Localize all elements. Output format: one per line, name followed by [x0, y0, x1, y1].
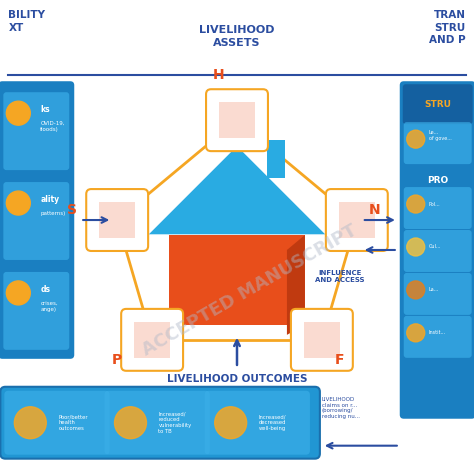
FancyBboxPatch shape	[3, 182, 69, 260]
Bar	[169, 235, 305, 325]
FancyBboxPatch shape	[404, 230, 472, 272]
Circle shape	[115, 407, 146, 439]
FancyBboxPatch shape	[3, 92, 69, 170]
FancyBboxPatch shape	[404, 122, 472, 164]
FancyBboxPatch shape	[404, 316, 472, 358]
FancyBboxPatch shape	[0, 81, 74, 359]
Text: Increased/
reduced
vulnerability
to TB: Increased/ reduced vulnerability to TB	[158, 411, 191, 434]
Circle shape	[6, 191, 30, 215]
Circle shape	[6, 281, 30, 305]
Circle shape	[14, 407, 46, 439]
FancyBboxPatch shape	[86, 189, 148, 251]
Text: Increased/
decreased
well-being: Increased/ decreased well-being	[259, 414, 286, 431]
FancyBboxPatch shape	[404, 187, 472, 229]
Text: OVID-19,
floods): OVID-19, floods)	[40, 121, 65, 132]
Text: Cul...: Cul...	[428, 245, 441, 249]
Circle shape	[6, 101, 30, 125]
FancyBboxPatch shape	[400, 81, 474, 419]
Text: LIVELIHOOD
claims on r...
(borrowing/
reducing nu...: LIVELIHOOD claims on r... (borrowing/ re…	[322, 397, 360, 419]
Text: INFLUENCE
AND ACCESS: INFLUENCE AND ACCESS	[315, 270, 365, 283]
Text: Poor/better
health
outcomes: Poor/better health outcomes	[58, 414, 88, 431]
Bar	[304, 322, 340, 358]
Text: ality: ality	[40, 195, 59, 204]
Circle shape	[407, 195, 425, 213]
Text: PRO: PRO	[427, 175, 448, 184]
Text: LIVELIHOOD
ASSETS: LIVELIHOOD ASSETS	[199, 25, 275, 48]
Bar	[134, 322, 170, 358]
Bar	[267, 140, 285, 178]
FancyBboxPatch shape	[291, 309, 353, 371]
Text: Instit...: Instit...	[428, 330, 446, 336]
Text: H: H	[213, 68, 225, 82]
Circle shape	[215, 407, 246, 439]
FancyBboxPatch shape	[0, 387, 320, 459]
Circle shape	[407, 238, 425, 256]
Text: ks: ks	[40, 105, 50, 114]
Text: La...: La...	[428, 287, 439, 292]
FancyBboxPatch shape	[326, 189, 388, 251]
Text: ds: ds	[40, 285, 50, 294]
Bar	[99, 202, 135, 238]
Text: STRU: STRU	[424, 100, 451, 109]
FancyBboxPatch shape	[3, 272, 69, 350]
FancyBboxPatch shape	[105, 391, 210, 455]
FancyBboxPatch shape	[404, 273, 472, 315]
Circle shape	[407, 130, 425, 148]
Text: S: S	[67, 203, 77, 217]
Bar	[339, 202, 375, 238]
Polygon shape	[287, 235, 305, 335]
FancyBboxPatch shape	[4, 391, 109, 455]
FancyBboxPatch shape	[403, 84, 473, 124]
Text: F: F	[335, 353, 345, 367]
Text: ACCEPTED MANUSCRIPT: ACCEPTED MANUSCRIPT	[139, 221, 361, 359]
Text: Le...
of gove...: Le... of gove...	[428, 130, 451, 141]
FancyBboxPatch shape	[205, 391, 310, 455]
FancyBboxPatch shape	[121, 309, 183, 371]
Polygon shape	[147, 145, 327, 235]
Text: BILITY
XT: BILITY XT	[9, 10, 46, 33]
Text: TRAN
STRU
AND P: TRAN STRU AND P	[429, 10, 465, 45]
Text: Pol...: Pol...	[428, 201, 440, 207]
Circle shape	[407, 324, 425, 342]
Bar	[219, 102, 255, 138]
Text: N: N	[369, 203, 381, 217]
Text: LIVELIHOOD OUTCOMES: LIVELIHOOD OUTCOMES	[167, 374, 307, 384]
Text: patterns): patterns)	[40, 211, 65, 216]
Circle shape	[407, 281, 425, 299]
Text: crises,
ange): crises, ange)	[40, 301, 58, 312]
Text: P: P	[112, 353, 122, 367]
FancyBboxPatch shape	[206, 89, 268, 151]
